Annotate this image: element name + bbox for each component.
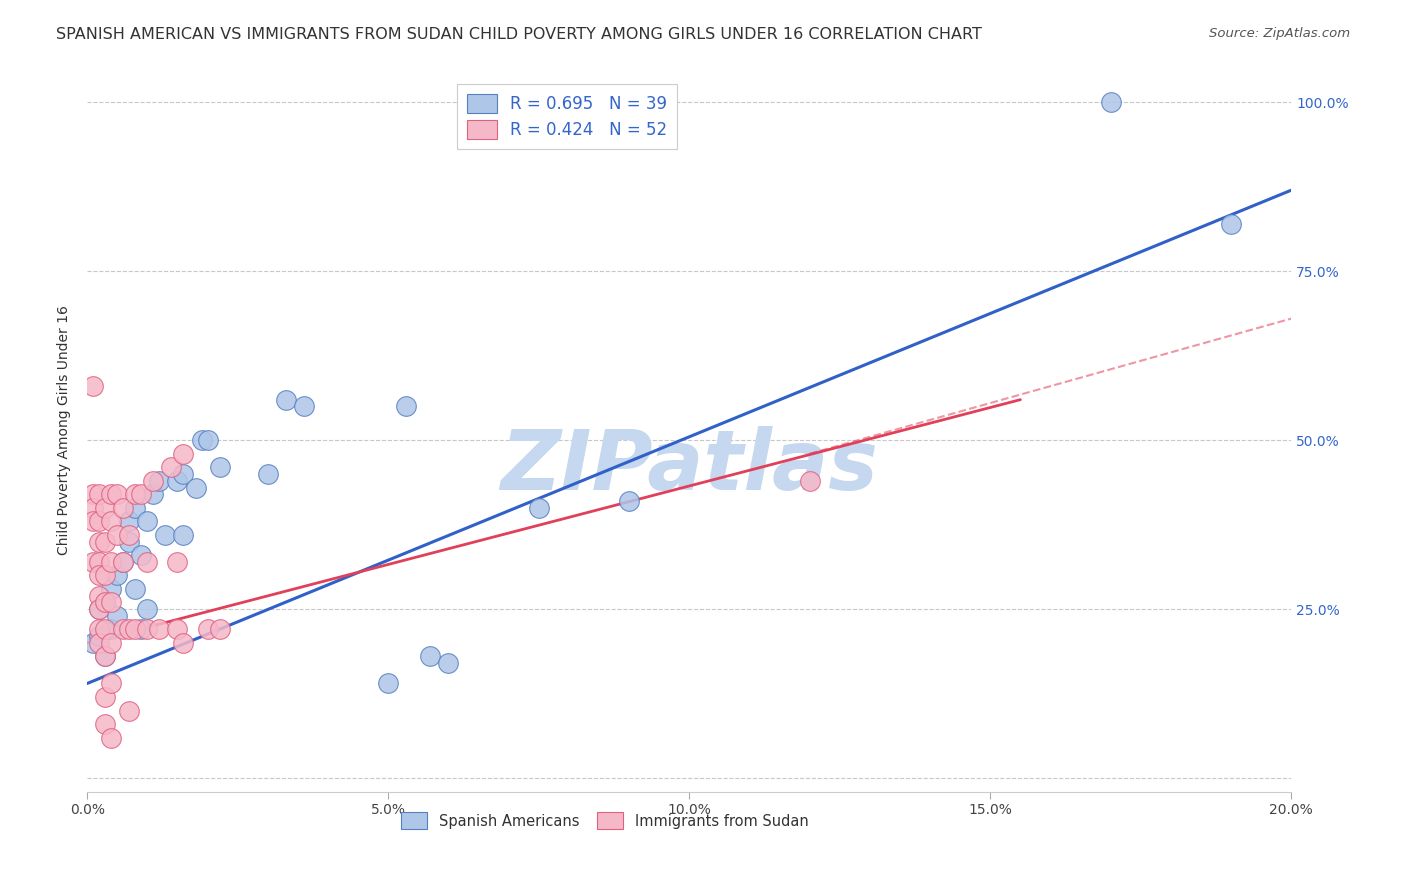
Point (184, 481, 207, 495)
Point (142, 474, 165, 488)
Point (118, 534, 141, 549)
Point (82, 379, 104, 393)
Point (82, 636, 104, 650)
Point (112, 500, 135, 515)
Point (89, 629, 111, 643)
Point (100, 623, 122, 637)
Point (256, 467, 278, 481)
Point (155, 528, 177, 542)
Point (148, 474, 170, 488)
Point (105, 528, 128, 542)
Point (118, 704, 141, 718)
Point (94, 500, 117, 515)
Point (131, 548, 153, 562)
Point (89, 487, 111, 501)
Point (136, 555, 159, 569)
Text: Source: ZipAtlas.com: Source: ZipAtlas.com (1209, 27, 1350, 40)
Point (292, 400, 315, 414)
Point (190, 434, 212, 448)
Point (100, 676, 122, 690)
Point (112, 555, 135, 569)
Point (208, 460, 231, 475)
Point (94, 595, 117, 609)
Point (131, 487, 153, 501)
Point (131, 623, 153, 637)
Point (395, 400, 418, 414)
Point (118, 514, 141, 528)
Point (89, 623, 111, 637)
Point (1220, 217, 1243, 231)
Point (82, 514, 104, 528)
Point (89, 534, 111, 549)
Point (100, 487, 122, 501)
Point (136, 623, 159, 637)
Point (136, 602, 159, 616)
Point (100, 595, 122, 609)
Point (118, 528, 141, 542)
Point (100, 731, 122, 745)
Point (142, 487, 165, 501)
Point (94, 623, 117, 637)
Point (112, 623, 135, 637)
Point (94, 595, 117, 609)
Point (112, 555, 135, 569)
Point (89, 636, 111, 650)
Point (94, 649, 117, 664)
Point (173, 447, 195, 461)
Point (124, 500, 146, 515)
Point (89, 568, 111, 582)
Point (197, 434, 219, 448)
Point (105, 568, 128, 582)
Y-axis label: Child Poverty Among Girls Under 16: Child Poverty Among Girls Under 16 (58, 305, 72, 555)
Point (124, 487, 146, 501)
Point (105, 608, 128, 623)
Point (419, 649, 441, 664)
Point (148, 623, 170, 637)
Point (94, 534, 117, 549)
Point (166, 555, 188, 569)
Point (94, 717, 117, 731)
Point (377, 676, 399, 690)
Point (100, 582, 122, 596)
Point (166, 474, 188, 488)
Point (82, 487, 104, 501)
Point (124, 623, 146, 637)
Point (527, 500, 550, 515)
Point (89, 602, 111, 616)
Point (89, 514, 111, 528)
Point (100, 636, 122, 650)
Point (173, 528, 195, 542)
Point (100, 514, 122, 528)
Point (160, 460, 183, 475)
Point (437, 657, 460, 671)
Point (105, 487, 128, 501)
Point (197, 623, 219, 637)
Point (89, 602, 111, 616)
Point (94, 568, 117, 582)
Point (89, 555, 111, 569)
Point (82, 555, 104, 569)
Text: SPANISH AMERICAN VS IMMIGRANTS FROM SUDAN CHILD POVERTY AMONG GIRLS UNDER 16 COR: SPANISH AMERICAN VS IMMIGRANTS FROM SUDA… (56, 27, 983, 42)
Point (208, 623, 231, 637)
Point (124, 582, 146, 596)
Point (89, 589, 111, 603)
Point (1099, 95, 1122, 110)
Point (166, 623, 188, 637)
Point (94, 690, 117, 704)
Point (274, 392, 297, 407)
Text: ZIPatlas: ZIPatlas (501, 425, 879, 507)
Point (136, 514, 159, 528)
Point (799, 474, 821, 488)
Point (173, 636, 195, 650)
Legend: Spanish Americans, Immigrants from Sudan: Spanish Americans, Immigrants from Sudan (395, 806, 814, 835)
Point (173, 467, 195, 481)
Point (100, 555, 122, 569)
Point (82, 500, 104, 515)
Point (617, 494, 640, 508)
Point (94, 649, 117, 664)
Point (118, 623, 141, 637)
